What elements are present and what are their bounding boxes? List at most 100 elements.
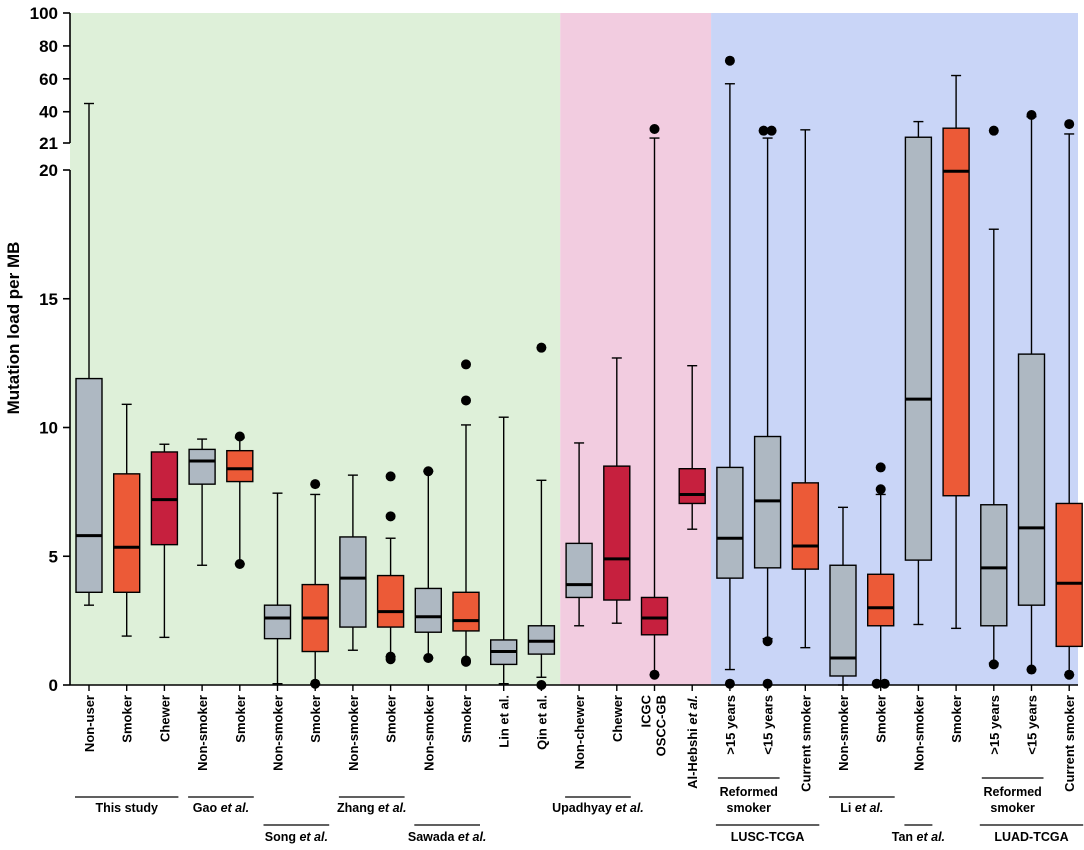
box-series [75, 55, 1083, 690]
box-24 [942, 74, 970, 630]
box-iqr [188, 448, 216, 485]
outlier-point [423, 466, 434, 477]
category-label: OSCC-GB [654, 695, 669, 756]
box-iqr [867, 573, 895, 627]
sublabel-text: Reformed [983, 785, 1041, 799]
outlier-point [758, 125, 769, 136]
category-label: <15 years [1025, 695, 1040, 755]
outlier-point [385, 511, 396, 522]
background-panels [70, 13, 1078, 685]
outlier-point [423, 652, 434, 663]
box-iqr [716, 466, 744, 579]
box-iqr [565, 542, 593, 599]
box-15 [603, 357, 631, 624]
outlier-point [461, 395, 471, 406]
y-tick-label: 10 [39, 419, 58, 438]
category-label: >15 years [723, 695, 738, 755]
italic-et-al: et al. [615, 801, 644, 815]
box-19 [753, 125, 782, 689]
box-iqr [942, 127, 970, 497]
y-tick-label: 40 [39, 103, 58, 122]
outlier-point [461, 359, 471, 370]
italic-et-al: et al. [458, 830, 487, 844]
box-iqr [791, 482, 819, 570]
y-axis: 0 5 10 15 20 21 40 60 80 100 [30, 4, 71, 695]
category-label: Lin et al. [497, 695, 512, 748]
italic-et-al: et al. [299, 830, 328, 844]
box-17 [678, 365, 706, 530]
group-label: Sawada et al. [408, 830, 487, 844]
box-1 [75, 102, 103, 606]
box-iqr [376, 574, 405, 628]
y-tick-label: 20 [39, 161, 58, 180]
y-tick-label: 60 [39, 70, 58, 89]
y-tick-label: 0 [49, 676, 58, 695]
box-16 [640, 124, 669, 680]
box-4 [188, 438, 216, 566]
box-9 [376, 471, 405, 665]
group-label: Song et al. [265, 830, 328, 844]
outlier-point [879, 678, 890, 689]
box-23 [904, 120, 933, 626]
box-22 [867, 462, 895, 689]
outlier-point [871, 678, 882, 689]
box-2 [112, 403, 141, 637]
outlier-point [762, 636, 773, 647]
italic-et-al: et al. [917, 830, 946, 844]
outlier-point [385, 651, 396, 662]
outlier-point [724, 678, 735, 689]
box-iqr [112, 473, 141, 594]
group-label: Upadhyay et al. [552, 801, 644, 815]
box-8 [339, 474, 367, 651]
category-label: Non-user [82, 695, 97, 752]
category-label: Smoker [459, 695, 474, 743]
outlier-point [234, 558, 245, 569]
category-label: Non-smoker [195, 695, 210, 771]
box-iqr [226, 449, 254, 483]
box-11 [452, 359, 480, 667]
sublabel-text: Reformed [720, 785, 778, 799]
category-label: Chewer [157, 695, 172, 742]
box-25 [980, 125, 1008, 670]
italic-et-al: et al. [855, 801, 884, 815]
category-label: Smoker [233, 695, 248, 743]
box-iqr [1017, 353, 1046, 606]
category-label: Smoker [308, 695, 323, 743]
box-13 [527, 342, 556, 690]
box-iqr [1055, 502, 1083, 648]
box-iqr [414, 587, 442, 633]
outlier-point [461, 655, 471, 666]
box-21 [829, 506, 857, 686]
group-label: Gao et al. [193, 801, 249, 815]
box-5 [226, 431, 254, 569]
group-label: LUAD-TCGA [994, 830, 1068, 844]
italic-et-al: et al. [378, 801, 407, 815]
category-label: ICGC [639, 694, 654, 727]
category-label: Smoker [120, 695, 135, 743]
box-iqr [603, 465, 631, 601]
box-iqr [640, 596, 669, 636]
panel-blue [711, 13, 1078, 685]
box-18 [716, 55, 744, 689]
group-label: Li et al. [840, 801, 883, 815]
outlier-point [1064, 669, 1075, 680]
box-iqr [75, 377, 103, 594]
box-iqr [980, 504, 1008, 627]
category-label: Non-smoker [836, 695, 851, 771]
italic-et-al: et al. [221, 801, 250, 815]
y-tick-label: 80 [39, 37, 58, 56]
category-label: Smoker [949, 695, 964, 743]
box-3 [150, 443, 179, 639]
category-label: >15 years [987, 695, 1002, 755]
box-iqr [263, 604, 292, 640]
outlier-point [875, 462, 886, 473]
box-12 [490, 416, 518, 685]
category-label: Chewer [610, 695, 625, 742]
y-tick-label: 15 [39, 290, 58, 309]
outlier-point [649, 669, 660, 680]
sublabel-text: smoker [990, 801, 1035, 815]
outlier-point [310, 678, 321, 689]
y-tick-label: 100 [30, 4, 58, 23]
italic-et-al: et al. [685, 695, 700, 725]
